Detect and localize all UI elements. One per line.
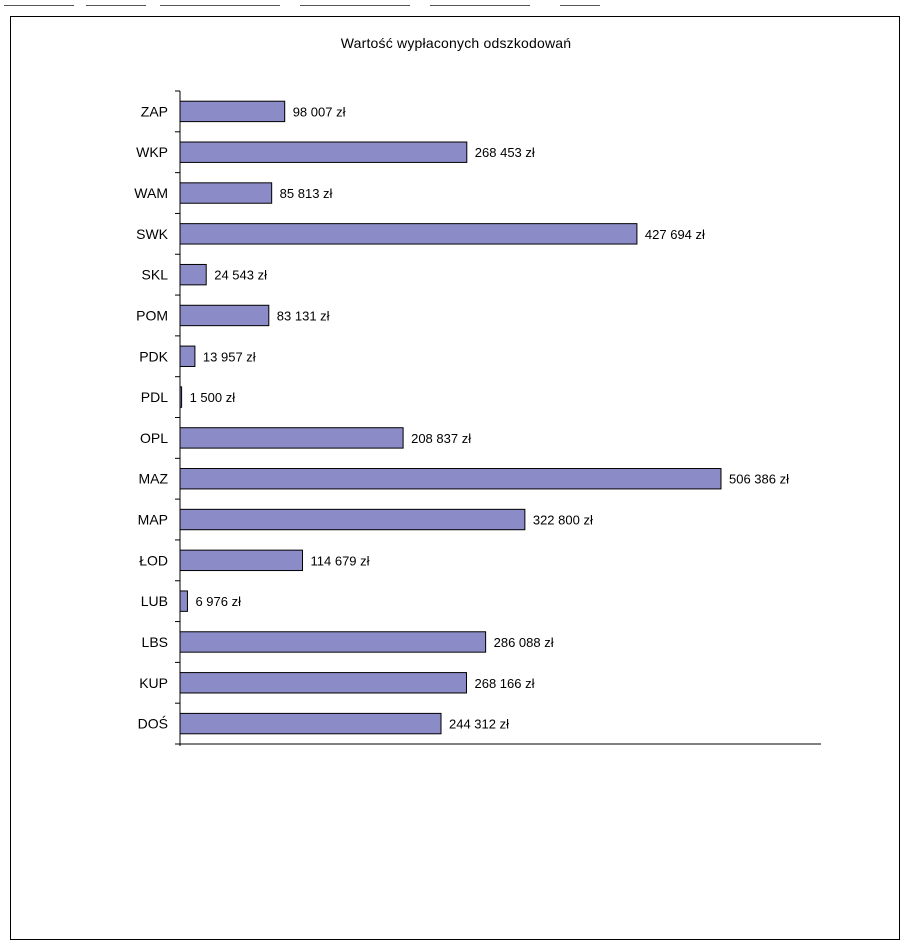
- value-label: 6 976 zł: [195, 594, 241, 609]
- cropped-caption-fragment: [4, 5, 600, 6]
- category-label: LUB: [141, 593, 168, 609]
- category-labels-group: ZAP WKP WAM SWK SKL POM PDK PDL OPL MAZ MAP ŁOD LUB L…: [134, 103, 168, 731]
- value-label: 85 813 zł: [280, 186, 333, 201]
- bar-chart-plot: ZAP WKP WAM SWK SKL POM PDK PDL OPL MAZ MAP ŁOD LUB L…: [134, 90, 821, 746]
- bar: [179, 712, 442, 735]
- category-label: MAZ: [138, 471, 168, 487]
- category-label: OPL: [140, 430, 168, 446]
- bar: [179, 549, 304, 572]
- value-label: 24 543 zł: [214, 268, 267, 283]
- bar: [179, 263, 207, 286]
- category-label: POM: [136, 307, 168, 323]
- bar: [179, 141, 468, 163]
- category-label: KUP: [139, 675, 168, 691]
- bar: [179, 345, 196, 367]
- category-label: SKL: [142, 267, 169, 283]
- bars-group: [179, 100, 722, 735]
- bar: [179, 304, 270, 327]
- bar: [179, 468, 722, 490]
- category-label: SWK: [136, 226, 169, 242]
- value-label: 427 694 zł: [645, 227, 705, 242]
- value-labels-group: 98 007 zł 268 453 zł 85 813 zł 427 694 zł 24…: [190, 104, 789, 731]
- chart-title: Wartość wypłaconych odszkodowań: [340, 35, 572, 51]
- cropped-top-caption: [0, 0, 906, 8]
- bar: [179, 386, 183, 408]
- category-label: MAP: [138, 512, 168, 528]
- bar: [179, 100, 286, 123]
- bar: [179, 590, 188, 612]
- category-label: DOŚ: [138, 715, 168, 732]
- value-label: 268 166 zł: [474, 676, 534, 691]
- category-label: ŁOD: [139, 552, 168, 568]
- category-label: LBS: [142, 634, 168, 650]
- bar: [179, 631, 487, 653]
- bar: [179, 182, 273, 204]
- value-label: 244 312 zł: [449, 717, 509, 732]
- value-label: 13 957 zł: [203, 349, 256, 364]
- value-label: 286 088 zł: [494, 635, 554, 650]
- value-label: 506 386 zł: [729, 472, 789, 487]
- value-label: 98 007 zł: [293, 104, 346, 119]
- value-label: 114 679 zł: [311, 553, 370, 568]
- value-label: 208 837 zł: [411, 431, 471, 446]
- category-label: PDL: [141, 389, 168, 405]
- bar: [179, 672, 467, 694]
- value-label: 322 800 zł: [533, 513, 593, 528]
- value-label: 1 500 zł: [190, 390, 236, 405]
- category-label: WKP: [136, 144, 168, 160]
- bar: [179, 427, 404, 449]
- category-label: PDK: [139, 348, 168, 364]
- category-label: ZAP: [141, 103, 168, 119]
- value-label: 83 131 zł: [277, 308, 330, 323]
- bar: [179, 223, 638, 245]
- chart-frame: Wartość wypłaconych odszkodowań ZAP WKP WA…: [10, 16, 900, 940]
- bar: [179, 508, 526, 531]
- category-label: WAM: [134, 185, 168, 201]
- value-label: 268 453 zł: [475, 145, 535, 160]
